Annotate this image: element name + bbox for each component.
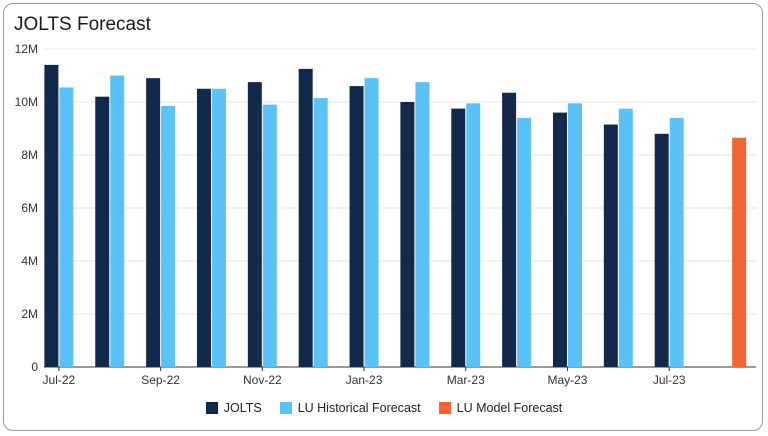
bar-historical <box>262 104 277 368</box>
x-tick-label: Nov-22 <box>243 373 282 387</box>
bar-historical <box>466 103 481 367</box>
y-tick-label: 2M <box>21 307 38 321</box>
chart-title: JOLTS Forecast <box>14 14 151 35</box>
bar-jolts <box>247 82 262 367</box>
legend-label-jolts: JOLTS <box>223 401 262 415</box>
bar-jolts <box>603 124 618 368</box>
x-tick-label: Sep-22 <box>141 373 180 387</box>
bar-historical <box>59 87 74 368</box>
legend-swatch-jolts <box>205 402 218 414</box>
bar-jolts <box>451 108 466 367</box>
legend-item-historical[interactable]: LU Historical Forecast <box>279 401 421 415</box>
y-tick-label: 10M <box>15 95 38 109</box>
x-tick-label: Mar-23 <box>447 373 485 387</box>
legend-swatch-model <box>438 402 451 414</box>
y-tick-label: 8M <box>21 148 38 162</box>
x-tick-label: Jan-23 <box>346 373 383 387</box>
bar-historical <box>211 88 226 367</box>
bar-historical <box>567 103 582 367</box>
bar-jolts <box>196 88 211 367</box>
y-tick-label: 4M <box>21 254 38 268</box>
bar-jolts <box>146 78 161 368</box>
bar-historical <box>161 105 176 367</box>
bar-jolts <box>654 133 669 367</box>
legend-label-model: LU Model Forecast <box>456 401 563 415</box>
bar-historical <box>669 117 684 368</box>
bar-jolts <box>44 64 59 368</box>
chart-card <box>3 3 763 431</box>
bar-historical <box>313 98 328 368</box>
bar-historical <box>517 117 532 368</box>
y-tick-label: 0 <box>31 360 38 374</box>
bar-jolts <box>400 102 415 367</box>
x-tick-label: May-23 <box>547 373 587 387</box>
legend-swatch-historical <box>279 402 292 414</box>
y-tick-label: 6M <box>21 201 38 215</box>
bar-jolts <box>349 86 364 367</box>
bar-historical <box>110 75 125 367</box>
bar-jolts <box>552 112 567 367</box>
legend: JOLTS LU Historical Forecast LU Model Fo… <box>0 401 768 415</box>
bar-historical <box>415 82 430 367</box>
bar-historical <box>364 78 379 368</box>
x-tick-label: Jul-22 <box>43 373 76 387</box>
bar-jolts <box>298 68 313 367</box>
bar-historical <box>618 108 633 367</box>
legend-label-historical: LU Historical Forecast <box>297 401 421 415</box>
bar-jolts <box>502 92 517 367</box>
bar-jolts <box>95 96 110 367</box>
x-tick-label: Jul-23 <box>653 373 686 387</box>
y-tick-label: 12M <box>15 42 38 56</box>
legend-item-jolts[interactable]: JOLTS <box>205 401 262 415</box>
bar-model <box>732 137 747 367</box>
legend-item-model[interactable]: LU Model Forecast <box>438 401 563 415</box>
